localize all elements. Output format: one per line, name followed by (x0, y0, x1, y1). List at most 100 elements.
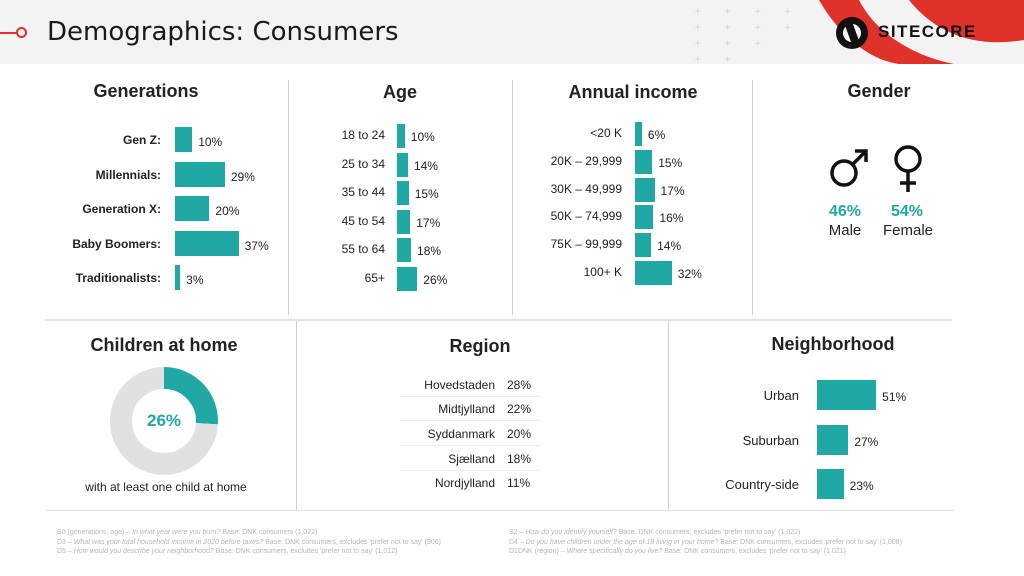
region-value: 22% (507, 402, 532, 416)
svg-text:+: + (724, 23, 732, 33)
region-name: Nordjylland (434, 476, 495, 490)
title-accent-line (0, 32, 18, 34)
divider (45, 319, 952, 321)
age-category-label: 35 to 44 (341, 185, 385, 200)
sitecore-logo-icon (836, 17, 868, 49)
section-title-income: Annual income (568, 82, 698, 102)
age-bar (397, 152, 408, 177)
generations-bar (175, 161, 225, 187)
children-donut-chart (110, 367, 218, 475)
donut-slice-with-children (163, 367, 218, 425)
income-bar (635, 177, 655, 202)
region-name: Sjælland (448, 452, 495, 466)
svg-text:+: + (784, 23, 792, 33)
decorative-swoosh: + + + + + + + + + + + + + (694, 0, 1024, 64)
region-value: 20% (507, 427, 532, 441)
neighborhood-value-label: 27% (854, 434, 879, 449)
divider (512, 80, 513, 315)
income-category-label: 30K – 49,999 (550, 181, 622, 196)
divider (288, 80, 289, 315)
generations-bar (175, 127, 193, 152)
region-value: 28% (507, 378, 532, 392)
donut-slice-rest (110, 367, 218, 475)
age-category-label: 45 to 54 (341, 213, 385, 228)
svg-text:+: + (784, 7, 792, 17)
section-title-gender: Gender (847, 81, 911, 101)
income-category-label: 50K – 74,999 (550, 209, 622, 224)
section-title-region: Region (449, 336, 511, 356)
age-category-label: 65+ (364, 271, 385, 285)
donut-center-label: 26% (146, 411, 182, 430)
svg-text:+: + (724, 39, 732, 49)
divider (296, 321, 297, 511)
svg-text:+: + (754, 23, 762, 33)
footnotes-left: S0 (generations, age) – In what year wer… (57, 528, 441, 557)
neighborhood-category-label: Country-side (725, 477, 799, 492)
income-bar (635, 233, 652, 258)
age-value-label: 10% (410, 130, 435, 144)
generations-category-label: Generation X: (82, 202, 161, 216)
footnote-line: S2 – How do you identify yourself? Base:… (509, 529, 801, 536)
table-row: Sjælland 18% (400, 449, 540, 471)
header-bar: Demographics: Consumers + + + + + + + + + + + + +… (0, 0, 1024, 64)
income-value-label: 17% (660, 183, 685, 198)
table-row: Midtjylland 22% (400, 399, 540, 421)
donut-note: with at least one child at home (85, 480, 247, 494)
generations-value-label: 10% (198, 135, 223, 149)
sitecore-logo: SITECORE (836, 17, 996, 49)
region-name: Midtjylland (438, 402, 495, 416)
generations-bar (175, 265, 181, 290)
divider (45, 510, 955, 511)
section-title-neighborhood: Neighborhood (771, 334, 895, 354)
income-category-label: <20 K (590, 126, 622, 140)
table-row: Hovedstaden 28% (400, 375, 540, 397)
footnote-line: S0 (generations, age) – In what year wer… (57, 529, 318, 536)
section-title-age: Age (382, 82, 417, 102)
section-title-children: Children at home (90, 335, 238, 355)
region-name: Syddanmark (427, 427, 495, 441)
neighborhood-bar (817, 469, 844, 499)
age-bar (397, 209, 411, 234)
income-bar (635, 205, 654, 230)
region-value: 18% (507, 452, 532, 466)
female-symbol-icon (894, 145, 922, 192)
neighborhood-value-label: 23% (849, 479, 874, 493)
age-bar (397, 181, 409, 206)
income-category-label: 75K – 99,999 (550, 237, 622, 252)
generations-value-label: 29% (230, 169, 255, 184)
neighborhood-category-label: Suburban (742, 432, 799, 448)
table-row: Syddanmark 20% (400, 424, 540, 446)
footnote-line: D5 – How would you describe your neighbo… (57, 548, 398, 555)
svg-text:+: + (694, 39, 702, 49)
logo-wordmark: SITECORE (878, 22, 977, 41)
age-value-label: 18% (417, 244, 442, 259)
income-bar (635, 122, 642, 146)
footnotes-right: S2 – How do you identify yourself? Base:… (509, 528, 902, 557)
gender-female-percent: 54% (890, 203, 924, 220)
region-name: Hovedstaden (424, 378, 495, 392)
footnote-line: D1DNK (region) – Where specifically do y… (509, 548, 846, 555)
generations-category-label: Gen Z: (123, 133, 161, 147)
gender-male-percent: 46% (828, 203, 862, 220)
income-value-label: 16% (659, 211, 684, 226)
section-title-generations: Generations (93, 81, 199, 101)
male-symbol-icon (830, 149, 868, 187)
svg-text:+: + (754, 39, 762, 49)
age-value-label: 15% (414, 187, 439, 202)
income-value-label: 32% (677, 267, 702, 281)
divider (752, 80, 753, 315)
age-category-label: 25 to 34 (341, 156, 385, 171)
income-category-label: 100+ K (583, 265, 622, 279)
age-category-label: 55 to 64 (341, 242, 385, 257)
age-value-label: 14% (413, 158, 438, 173)
svg-text:+: + (694, 7, 702, 17)
divider (668, 321, 669, 511)
generations-category-label: Millennials: (95, 167, 161, 182)
gender-male-label: Male (828, 222, 862, 239)
income-value-label: 14% (657, 239, 682, 254)
page-title: Demographics: Consumers (47, 17, 399, 47)
svg-text:+: + (724, 7, 732, 17)
generations-bar (175, 196, 210, 221)
table-row: Nordjylland 11% (400, 473, 540, 495)
